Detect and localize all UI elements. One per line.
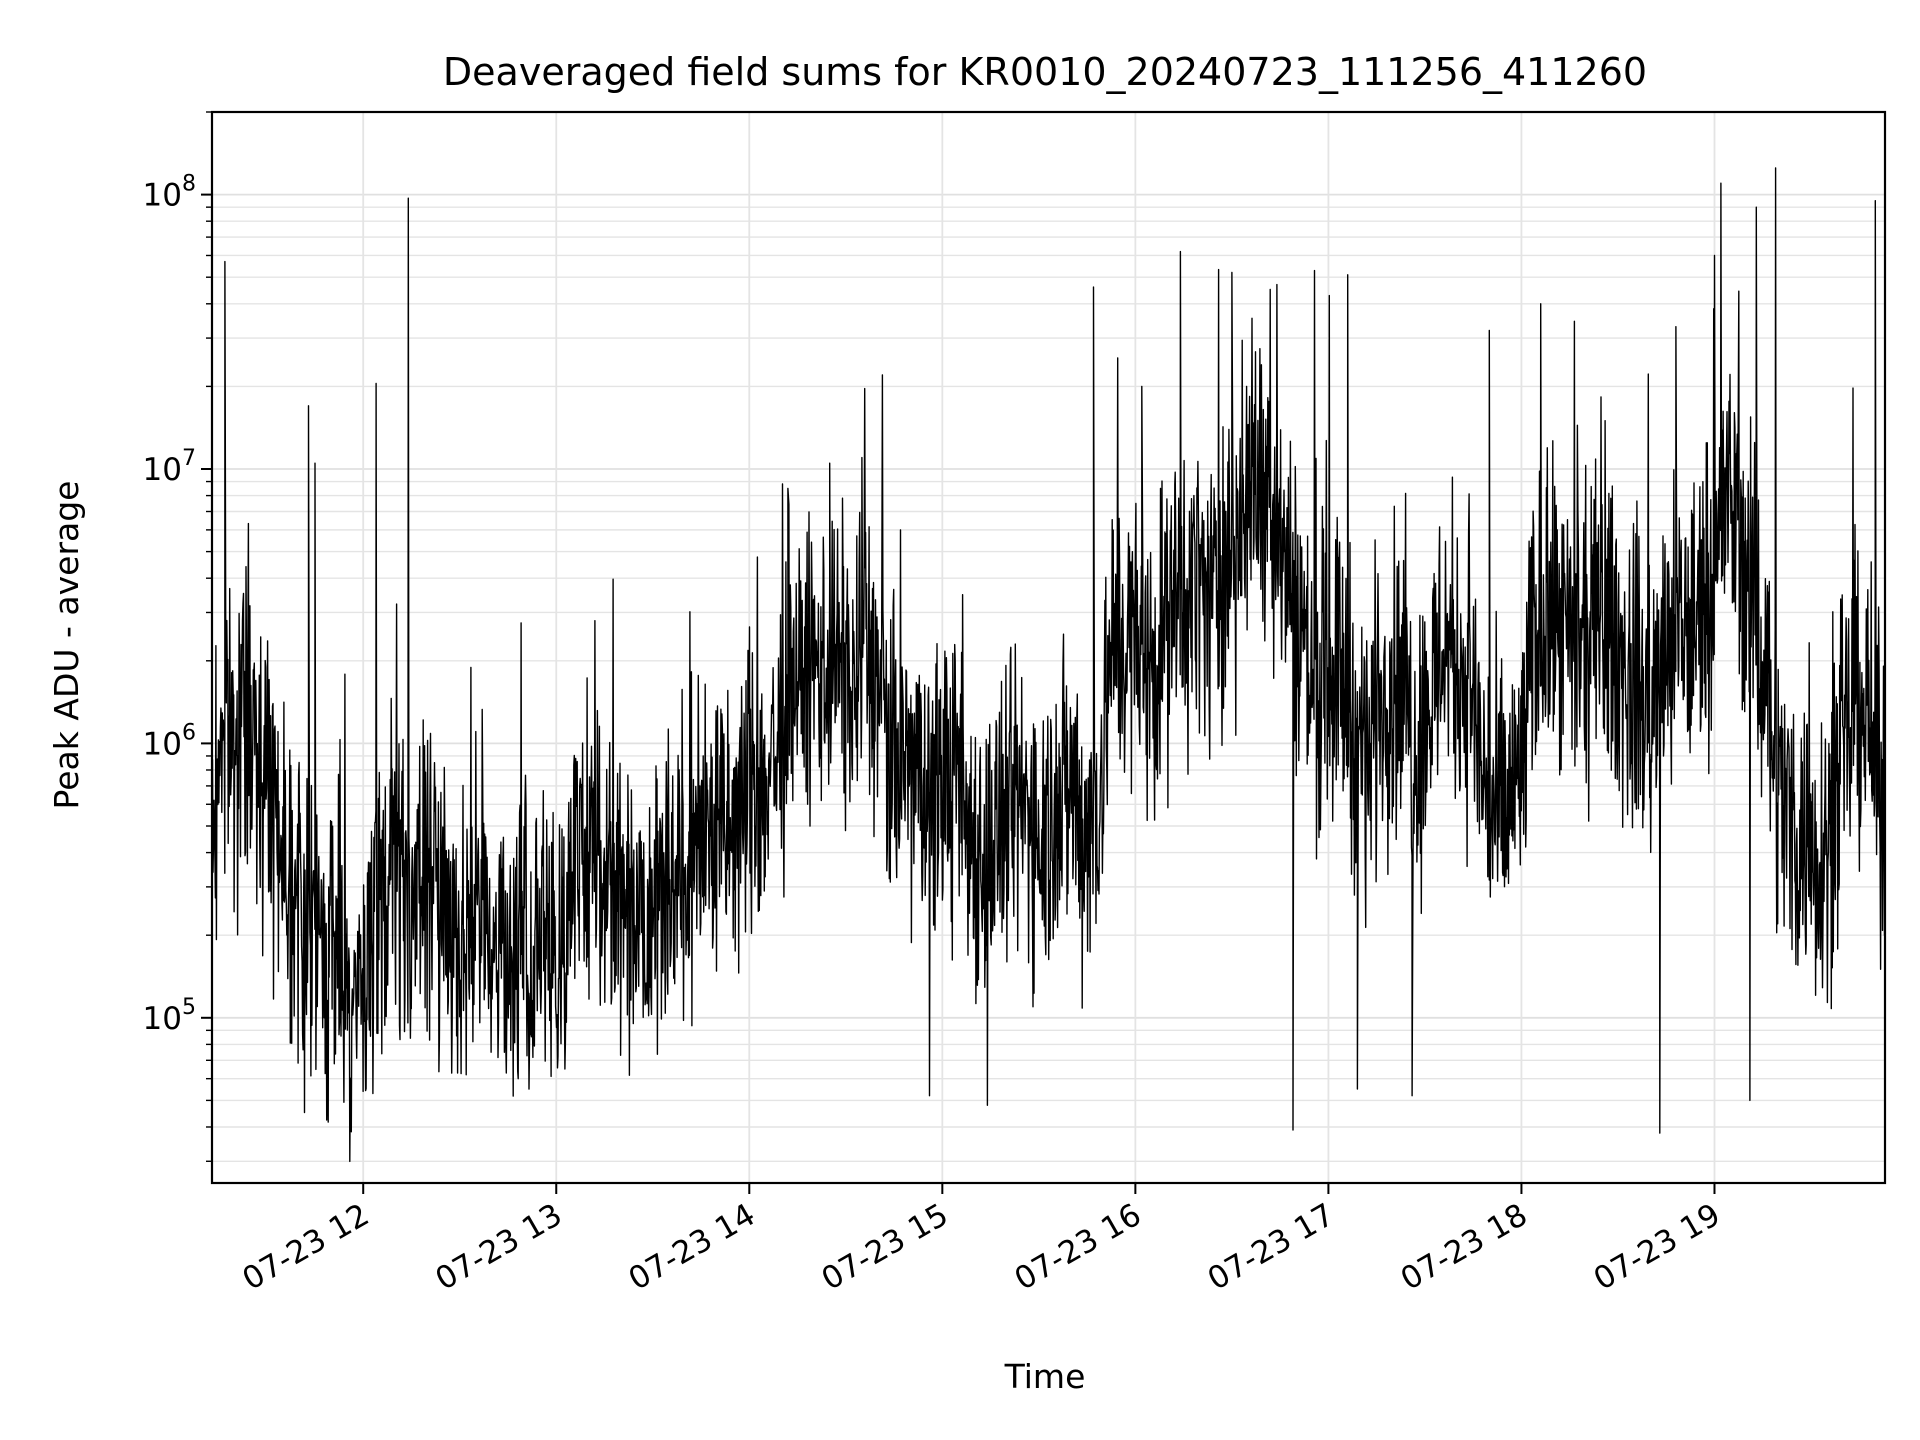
y-tick-label: 105 bbox=[143, 995, 196, 1037]
x-axis-label: Time bbox=[1004, 1357, 1086, 1396]
y-tick-label: 106 bbox=[143, 720, 196, 762]
plot-area bbox=[211, 167, 1886, 1163]
chart-title: Deaveraged field sums for KR0010_2024072… bbox=[443, 50, 1647, 94]
plot-frame bbox=[210, 110, 1887, 1185]
y-axis: 105 106 107 108 bbox=[143, 111, 212, 1162]
y-tick-label: 107 bbox=[143, 446, 196, 488]
y-axis-label: Peak ADU - average bbox=[47, 481, 86, 810]
series-line bbox=[211, 167, 1886, 1163]
y-tick-label: 108 bbox=[143, 172, 196, 214]
